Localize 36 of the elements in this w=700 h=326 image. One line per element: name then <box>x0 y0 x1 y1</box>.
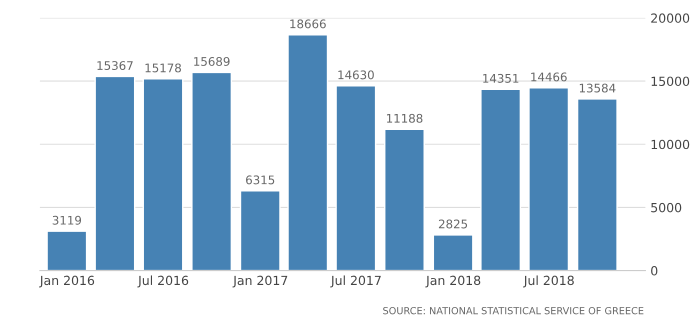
y-tick-label: 20000 <box>651 13 690 23</box>
bar <box>287 34 328 271</box>
bar <box>528 87 570 271</box>
x-tick-label: Jul 2018 <box>523 275 574 288</box>
data-label: 14351 <box>483 74 518 83</box>
data-label: 14466 <box>531 72 567 82</box>
bar <box>191 72 232 271</box>
y-tick-label: 0 <box>651 266 658 276</box>
data-label: 15178 <box>146 63 181 72</box>
data-label: 15367 <box>97 61 133 70</box>
y-tick-label: 10000 <box>652 140 690 150</box>
data-label: 6315 <box>246 175 274 184</box>
y-tick-label: 5000 <box>651 202 682 212</box>
x-tick-label: Jan 2016 <box>39 276 94 288</box>
data-label: 13584 <box>580 84 616 93</box>
bar <box>142 78 184 271</box>
x-tick-label: Jul 2016 <box>137 275 188 288</box>
x-tick-label: Jan 2018 <box>425 276 480 288</box>
bar <box>240 190 281 271</box>
bar <box>432 234 474 271</box>
data-label: 14630 <box>338 70 374 80</box>
bar <box>576 98 618 271</box>
data-label: 11188 <box>386 114 422 123</box>
bar <box>384 128 425 271</box>
source-note: SOURCE: NATIONAL STATISTICAL SERVICE OF GREECE <box>383 306 644 314</box>
y-tick-label: 15000 <box>652 76 690 86</box>
x-tick-label: Jan 2017 <box>232 276 288 288</box>
data-label: 18666 <box>290 19 326 28</box>
data-label: 2825 <box>438 220 468 228</box>
bar <box>335 85 376 271</box>
data-label: 3119 <box>52 216 82 225</box>
data-label: 15689 <box>194 57 230 66</box>
x-tick-label: Jul 2017 <box>330 275 381 288</box>
bar <box>46 230 88 271</box>
bar <box>480 88 522 271</box>
bar <box>94 76 136 271</box>
